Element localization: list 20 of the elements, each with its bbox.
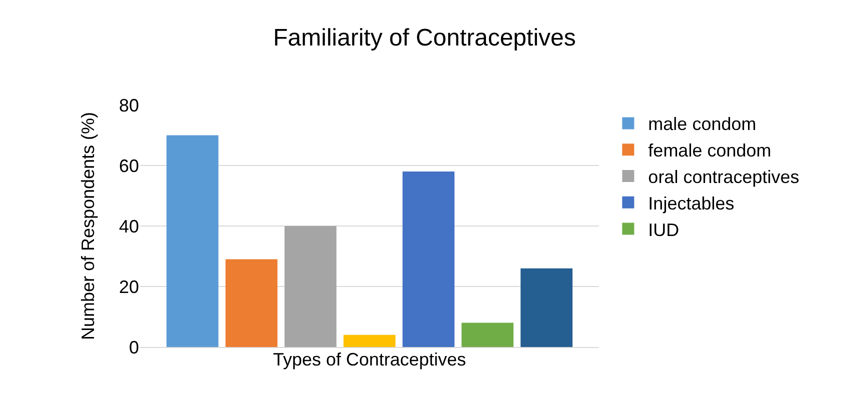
- bar: [520, 268, 573, 347]
- y-tick-label: 0: [128, 337, 139, 358]
- bar: [462, 322, 514, 347]
- legend-label: Injectables: [648, 193, 734, 214]
- legend-label: female condom: [648, 140, 772, 161]
- y-tick-label: 20: [118, 276, 139, 297]
- bar: [284, 226, 336, 347]
- legend-label: IUD: [648, 220, 680, 240]
- y-tick-label: 40: [118, 216, 139, 236]
- bar: [344, 334, 396, 347]
- y-tick-label: 80: [118, 95, 139, 116]
- legend-label: male condom: [648, 114, 756, 134]
- y-tick-label: 60: [118, 156, 139, 176]
- y-axis-title: Number of Respondents (%): [78, 112, 98, 340]
- bar: [166, 135, 218, 347]
- chart-title: Familiarity of Contraceptives: [273, 24, 576, 52]
- bar: [402, 172, 454, 347]
- bar: [226, 259, 278, 347]
- x-axis-title: Types of Contraceptives: [272, 349, 466, 370]
- legend-label: oral contraceptives: [648, 167, 800, 188]
